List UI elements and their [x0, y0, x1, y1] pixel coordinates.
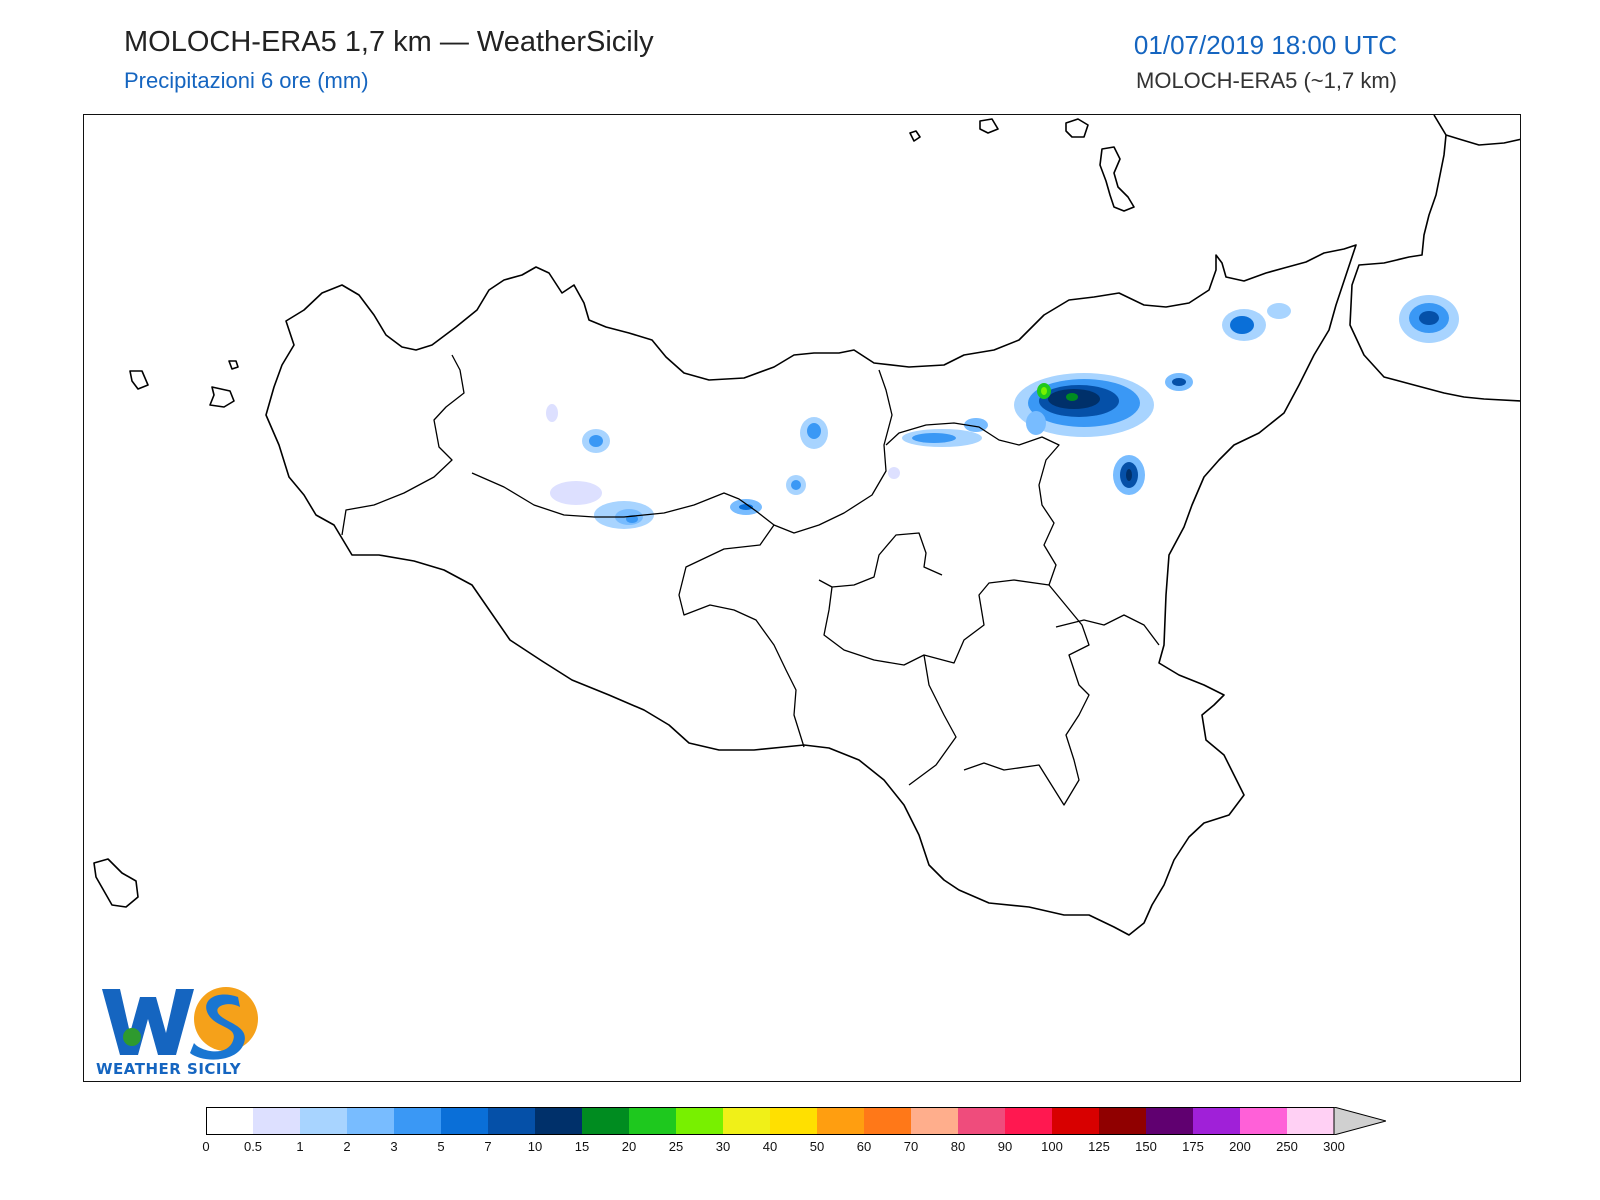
colorbar-tick-label: 200: [1229, 1139, 1251, 1154]
pantelleria-island: [93, 858, 139, 908]
colorbar-tick-labels: 0 0.5 1 2 3 5 7 10 15 20 25 30 40 50 60 70 80 90 100 125 150…: [202, 1139, 1406, 1155]
colorbar-tick-label: 7: [484, 1139, 492, 1154]
colorbar-outline: [206, 1107, 1335, 1135]
colorbar-bin-0-0.5: [206, 1107, 254, 1135]
colorbar-bin-7-10: [488, 1107, 536, 1135]
colorbar-bin-175-200: [1193, 1107, 1241, 1135]
ws-logo-icon: [102, 987, 258, 1060]
colorbar-bin-100-125: [1052, 1107, 1100, 1135]
map-frame: WEATHER SICILY: [83, 114, 1521, 1082]
sicily-coastline: [265, 244, 1357, 936]
colorbar-bin-125-150: [1099, 1107, 1147, 1135]
colorbar-tick-label: 60: [856, 1139, 872, 1154]
colorbar-bin-50-60: [817, 1107, 865, 1135]
colorbar-tick-label: 100: [1041, 1139, 1063, 1154]
colorbar-tick-label: 150: [1135, 1139, 1157, 1154]
colorbar-tick-label: 40: [762, 1139, 778, 1154]
map-title: MOLOCH-ERA5 1,7 km — WeatherSicily: [124, 26, 654, 58]
colorbar-tick-label: 2: [343, 1139, 351, 1154]
colorbar-tick-label: 90: [997, 1139, 1013, 1154]
precip-cell-nebrodi-east: [1113, 303, 1291, 495]
colorbar-tick-label: 15: [574, 1139, 590, 1154]
colorbar-tick-label: 5: [437, 1139, 445, 1154]
colorbar-bin-0.5-1: [253, 1107, 301, 1135]
colorbar-bin-70-80: [911, 1107, 959, 1135]
colorbar-tick-label: 20: [621, 1139, 637, 1154]
precip-cell-etna-north: [1014, 373, 1154, 437]
colorbar-bin-40-50: [770, 1107, 818, 1135]
colorbar-tick-label: 25: [668, 1139, 684, 1154]
calabria-coastline: [1349, 115, 1520, 402]
colorbar-tick-label: 175: [1182, 1139, 1204, 1154]
precipitation-layer: [546, 295, 1459, 529]
colorbar-tick-label: 125: [1088, 1139, 1110, 1154]
province-borders: [341, 354, 1160, 806]
colorbar-tick-label: 80: [950, 1139, 966, 1154]
colorbar-bin-2-3: [347, 1107, 395, 1135]
colorbar-tick-label: 10: [527, 1139, 543, 1154]
colorbar-bin-1-2: [300, 1107, 348, 1135]
colorbar-tick-label: 50: [809, 1139, 825, 1154]
lipari-islands: [909, 118, 1135, 212]
logo-text: WEATHER SICILY: [96, 1060, 242, 1078]
egadi-islands: [129, 370, 235, 408]
map-subtitle: Precipitazioni 6 ore (mm): [124, 68, 369, 93]
colorbar-tick-label: 0: [202, 1139, 210, 1154]
colorbar-bin-15-20: [582, 1107, 630, 1135]
colorbar-bin-10-15: [535, 1107, 583, 1135]
colorbar-bin-25-30: [676, 1107, 724, 1135]
sicily-map: [93, 115, 1520, 936]
precip-cell-calabria: [1399, 295, 1459, 343]
ustica-island: [228, 360, 239, 370]
colorbar-bin-20-25: [629, 1107, 677, 1135]
colorbar-tick-label: 3: [390, 1139, 398, 1154]
precip-cell-nebrodi-west: [902, 418, 988, 447]
colorbar-tick-label: 70: [903, 1139, 919, 1154]
colorbar-tick-label: 300: [1323, 1139, 1345, 1154]
colorbar-tick-label: 30: [715, 1139, 731, 1154]
colorbar-bin-150-175: [1146, 1107, 1194, 1135]
colorbar-bin-30-40: [723, 1107, 771, 1135]
colorbar-bin-60-70: [864, 1107, 912, 1135]
colorbar-bin-80-90: [958, 1107, 1006, 1135]
colorbar-bin-3-5: [394, 1107, 442, 1135]
weather-sicily-logo: [98, 983, 258, 1075]
colorbar-tick-label: 0.5: [243, 1139, 263, 1154]
valid-datetime: 01/07/2019 18:00 UTC: [1133, 30, 1397, 60]
precip-cell-madonie: [546, 404, 900, 529]
colorbar-tick-label: 1: [296, 1139, 304, 1154]
colorbar-bin-90-100: [1005, 1107, 1053, 1135]
colorbar-bin-250-300: [1287, 1107, 1335, 1135]
coastlines: [93, 115, 1520, 936]
model-label: MOLOCH-ERA5 (~1,7 km): [1136, 68, 1397, 93]
colorbar-extend-arrow: [1333, 1107, 1386, 1135]
colorbar-bin-5-7: [441, 1107, 489, 1135]
colorbar-tick-label: 250: [1276, 1139, 1298, 1154]
colorbar-bin-200-250: [1240, 1107, 1288, 1135]
colorbar: [206, 1107, 1386, 1135]
